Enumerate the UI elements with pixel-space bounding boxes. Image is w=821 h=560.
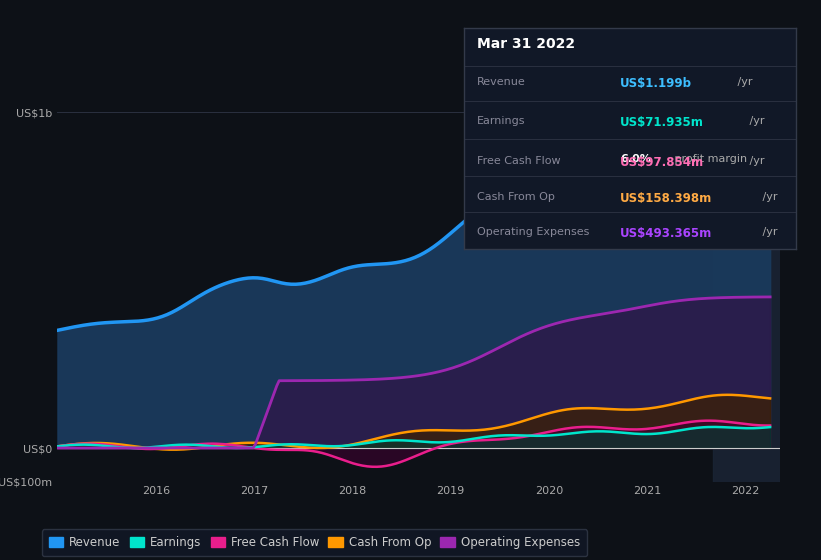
Text: /yr: /yr — [759, 227, 777, 237]
Text: /yr: /yr — [746, 116, 765, 127]
Text: 6.0%: 6.0% — [620, 154, 651, 164]
Legend: Revenue, Earnings, Free Cash Flow, Cash From Op, Operating Expenses: Revenue, Earnings, Free Cash Flow, Cash … — [42, 529, 587, 556]
Text: US$71.935m: US$71.935m — [620, 116, 704, 129]
Text: profit margin: profit margin — [671, 154, 747, 164]
Text: Earnings: Earnings — [477, 116, 525, 127]
Text: US$1.199b: US$1.199b — [620, 77, 692, 90]
Text: /yr: /yr — [734, 77, 752, 87]
Text: /yr: /yr — [759, 192, 777, 202]
Text: US$97.854m: US$97.854m — [620, 156, 704, 169]
Text: Cash From Op: Cash From Op — [477, 192, 555, 202]
Text: Free Cash Flow: Free Cash Flow — [477, 156, 561, 166]
Text: Operating Expenses: Operating Expenses — [477, 227, 589, 237]
Bar — [713, 78, 780, 482]
Text: /yr: /yr — [746, 156, 765, 166]
Text: Revenue: Revenue — [477, 77, 526, 87]
Text: US$493.365m: US$493.365m — [620, 227, 713, 240]
Text: US$158.398m: US$158.398m — [620, 192, 713, 205]
Text: Mar 31 2022: Mar 31 2022 — [477, 37, 576, 51]
